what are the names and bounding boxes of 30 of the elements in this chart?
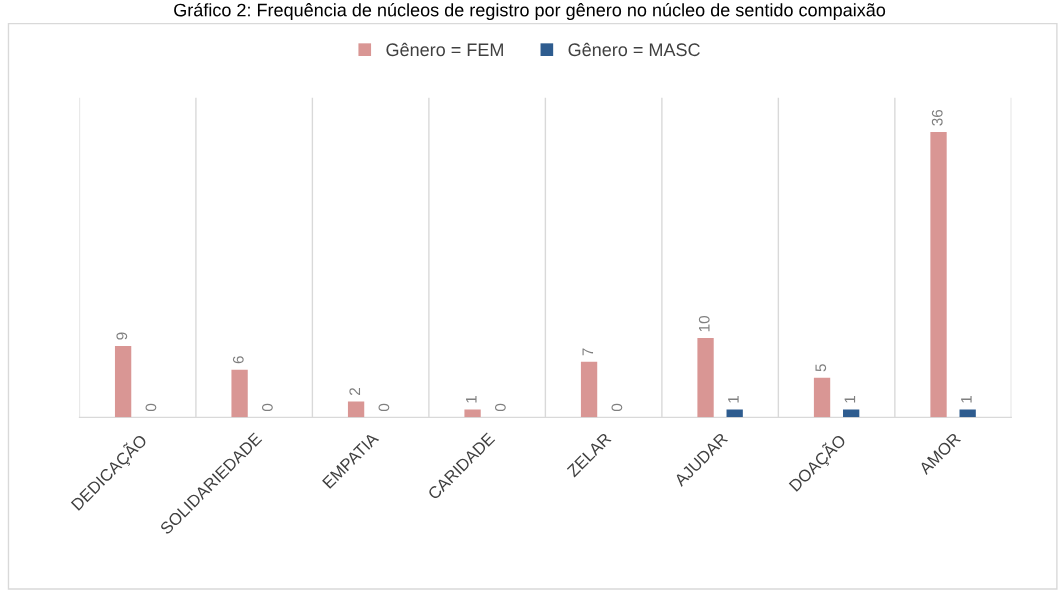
data-label: 6 (232, 356, 244, 364)
bar (843, 409, 860, 418)
data-label: 5 (815, 364, 827, 372)
bar (347, 401, 365, 418)
bar (726, 409, 743, 418)
data-label: 10 (698, 315, 710, 332)
data-label: 0 (262, 403, 273, 412)
data-label: 36 (931, 109, 943, 126)
data-label: 0 (611, 403, 623, 412)
data-label: 1 (728, 395, 739, 403)
bar (464, 409, 481, 418)
legend-label: Gênero = FEM (386, 42, 503, 57)
data-label: 2 (349, 388, 361, 396)
data-label: 1 (961, 395, 972, 403)
bar (930, 131, 947, 418)
data-label: 1 (844, 395, 856, 403)
data-label: 1 (466, 395, 477, 403)
data-label: 9 (116, 332, 128, 340)
bar (114, 346, 132, 418)
bar (697, 338, 714, 418)
bar (959, 409, 976, 418)
data-label: 0 (145, 403, 157, 412)
data-label: 0 (378, 403, 390, 412)
legend-label: Gênero = MASC (568, 42, 700, 57)
data-label: 0 (494, 403, 506, 412)
data-label: 7 (582, 348, 594, 356)
bar (231, 369, 248, 418)
chart-title: Gráfico 2: Frequência de núcleos de registro por gênero no núcleo de sentido compaixão (174, 2, 886, 20)
bar (580, 361, 598, 418)
bar (813, 377, 831, 418)
